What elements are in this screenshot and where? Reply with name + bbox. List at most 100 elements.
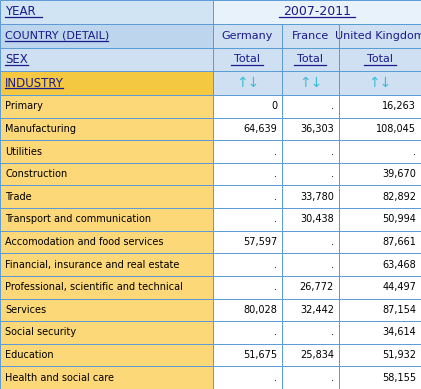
Text: Construction: Construction — [5, 169, 67, 179]
Bar — [339, 163, 421, 186]
Bar — [282, 366, 339, 389]
Text: 34,614: 34,614 — [382, 328, 416, 338]
Bar — [0, 24, 213, 47]
Text: .: . — [331, 169, 334, 179]
Text: Trade: Trade — [5, 192, 32, 202]
Bar — [0, 321, 213, 344]
Bar — [339, 253, 421, 276]
Bar — [213, 344, 282, 366]
Text: Manufacturing: Manufacturing — [5, 124, 76, 134]
Bar — [213, 117, 282, 140]
Bar — [213, 366, 282, 389]
Bar — [213, 140, 282, 163]
Text: .: . — [331, 237, 334, 247]
Text: Transport and communication: Transport and communication — [5, 214, 151, 224]
Bar — [0, 208, 213, 231]
Bar — [213, 71, 282, 95]
Text: ↑↓: ↑↓ — [368, 76, 392, 90]
Bar — [0, 117, 213, 140]
Text: 39,670: 39,670 — [382, 169, 416, 179]
Bar — [0, 344, 213, 366]
Text: ↑↓: ↑↓ — [299, 76, 322, 90]
Bar — [213, 208, 282, 231]
Bar — [282, 117, 339, 140]
Text: Health and social care: Health and social care — [5, 373, 114, 383]
Bar — [282, 253, 339, 276]
Bar — [339, 276, 421, 298]
Text: Financial, insurance and real estate: Financial, insurance and real estate — [5, 259, 179, 270]
Text: INDUSTRY: INDUSTRY — [5, 77, 64, 89]
Bar — [339, 186, 421, 208]
Text: Professional, scientific and technical: Professional, scientific and technical — [5, 282, 183, 292]
Text: 108,045: 108,045 — [376, 124, 416, 134]
Text: 25,834: 25,834 — [300, 350, 334, 360]
Bar — [213, 276, 282, 298]
Text: ↑↓: ↑↓ — [236, 76, 259, 90]
Bar — [0, 71, 213, 95]
Bar — [0, 276, 213, 298]
Bar — [0, 186, 213, 208]
Bar — [282, 24, 339, 47]
Text: .: . — [274, 259, 277, 270]
Text: 58,155: 58,155 — [382, 373, 416, 383]
Bar — [213, 298, 282, 321]
Text: Total: Total — [234, 54, 260, 64]
Bar — [213, 24, 282, 47]
Bar — [0, 163, 213, 186]
Text: Primary: Primary — [5, 101, 43, 111]
Bar — [0, 253, 213, 276]
Text: 2007-2011: 2007-2011 — [283, 5, 351, 18]
Text: .: . — [331, 101, 334, 111]
Bar — [339, 344, 421, 366]
Text: COUNTRY (DETAIL): COUNTRY (DETAIL) — [5, 31, 109, 40]
Bar — [282, 95, 339, 117]
Bar — [282, 140, 339, 163]
Text: .: . — [274, 169, 277, 179]
Bar — [0, 47, 213, 71]
Text: Utilities: Utilities — [5, 147, 42, 156]
Text: .: . — [413, 147, 416, 156]
Bar — [339, 298, 421, 321]
Text: 16,263: 16,263 — [382, 101, 416, 111]
Text: Services: Services — [5, 305, 46, 315]
Text: 87,661: 87,661 — [382, 237, 416, 247]
Text: .: . — [274, 192, 277, 202]
Bar — [282, 231, 339, 253]
Bar — [282, 208, 339, 231]
Bar — [282, 298, 339, 321]
Text: .: . — [331, 259, 334, 270]
Text: 51,675: 51,675 — [243, 350, 277, 360]
Bar — [339, 47, 421, 71]
Bar — [0, 95, 213, 117]
Bar — [0, 0, 213, 24]
Text: 44,497: 44,497 — [382, 282, 416, 292]
Text: 63,468: 63,468 — [382, 259, 416, 270]
Text: .: . — [274, 282, 277, 292]
Bar — [282, 47, 339, 71]
Bar — [339, 231, 421, 253]
Text: .: . — [331, 147, 334, 156]
Text: 50,994: 50,994 — [382, 214, 416, 224]
Text: YEAR: YEAR — [5, 5, 36, 18]
Bar — [339, 71, 421, 95]
Bar — [339, 117, 421, 140]
Bar — [213, 95, 282, 117]
Text: .: . — [331, 373, 334, 383]
Text: United Kingdom: United Kingdom — [335, 31, 421, 40]
Text: 32,442: 32,442 — [300, 305, 334, 315]
Bar — [339, 140, 421, 163]
Text: .: . — [274, 328, 277, 338]
Text: 87,154: 87,154 — [382, 305, 416, 315]
Text: Social security: Social security — [5, 328, 76, 338]
Bar — [282, 276, 339, 298]
Bar — [339, 208, 421, 231]
Bar — [282, 186, 339, 208]
Text: 26,772: 26,772 — [300, 282, 334, 292]
Text: .: . — [274, 373, 277, 383]
Bar — [339, 24, 421, 47]
Bar — [339, 321, 421, 344]
Text: 51,932: 51,932 — [382, 350, 416, 360]
Bar — [213, 253, 282, 276]
Text: 57,597: 57,597 — [243, 237, 277, 247]
Text: 80,028: 80,028 — [243, 305, 277, 315]
